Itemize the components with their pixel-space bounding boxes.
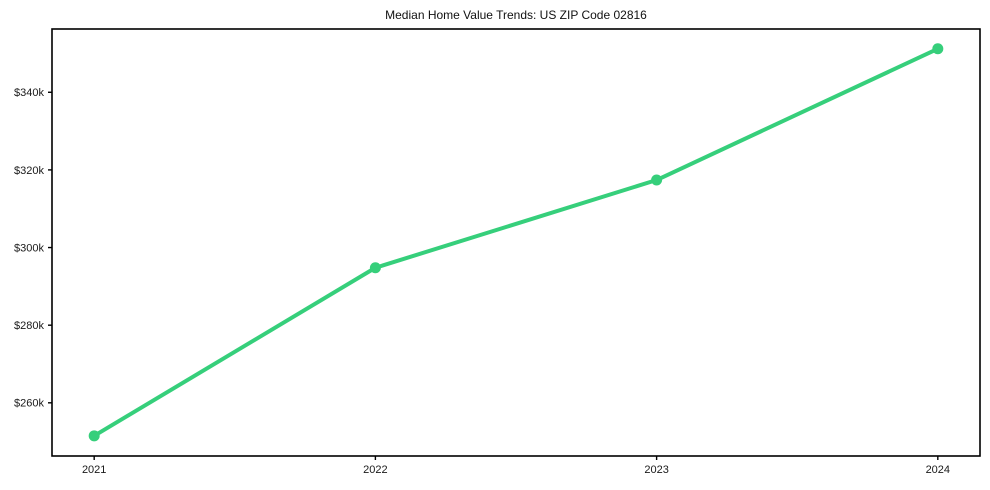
- y-tick-label: $260k: [14, 398, 44, 410]
- chart-title: Median Home Value Trends: US ZIP Code 02…: [385, 8, 647, 22]
- x-tick-label: 2024: [926, 464, 950, 476]
- y-tick-label: $280k: [14, 320, 44, 332]
- x-tick-label: 2022: [363, 464, 387, 476]
- data-point-marker: [932, 43, 944, 55]
- x-tick-label: 2021: [82, 464, 106, 476]
- y-tick-label: $320k: [14, 165, 44, 177]
- x-tick-label: 2023: [644, 464, 668, 476]
- trend-line: [92, 46, 940, 438]
- data-point-marker: [651, 174, 663, 186]
- data-point-marker: [88, 430, 100, 442]
- y-tick-label: $340k: [14, 87, 44, 99]
- y-tick-label: $300k: [14, 242, 44, 254]
- data-point-marker: [369, 262, 381, 274]
- plot-frame: [51, 28, 981, 457]
